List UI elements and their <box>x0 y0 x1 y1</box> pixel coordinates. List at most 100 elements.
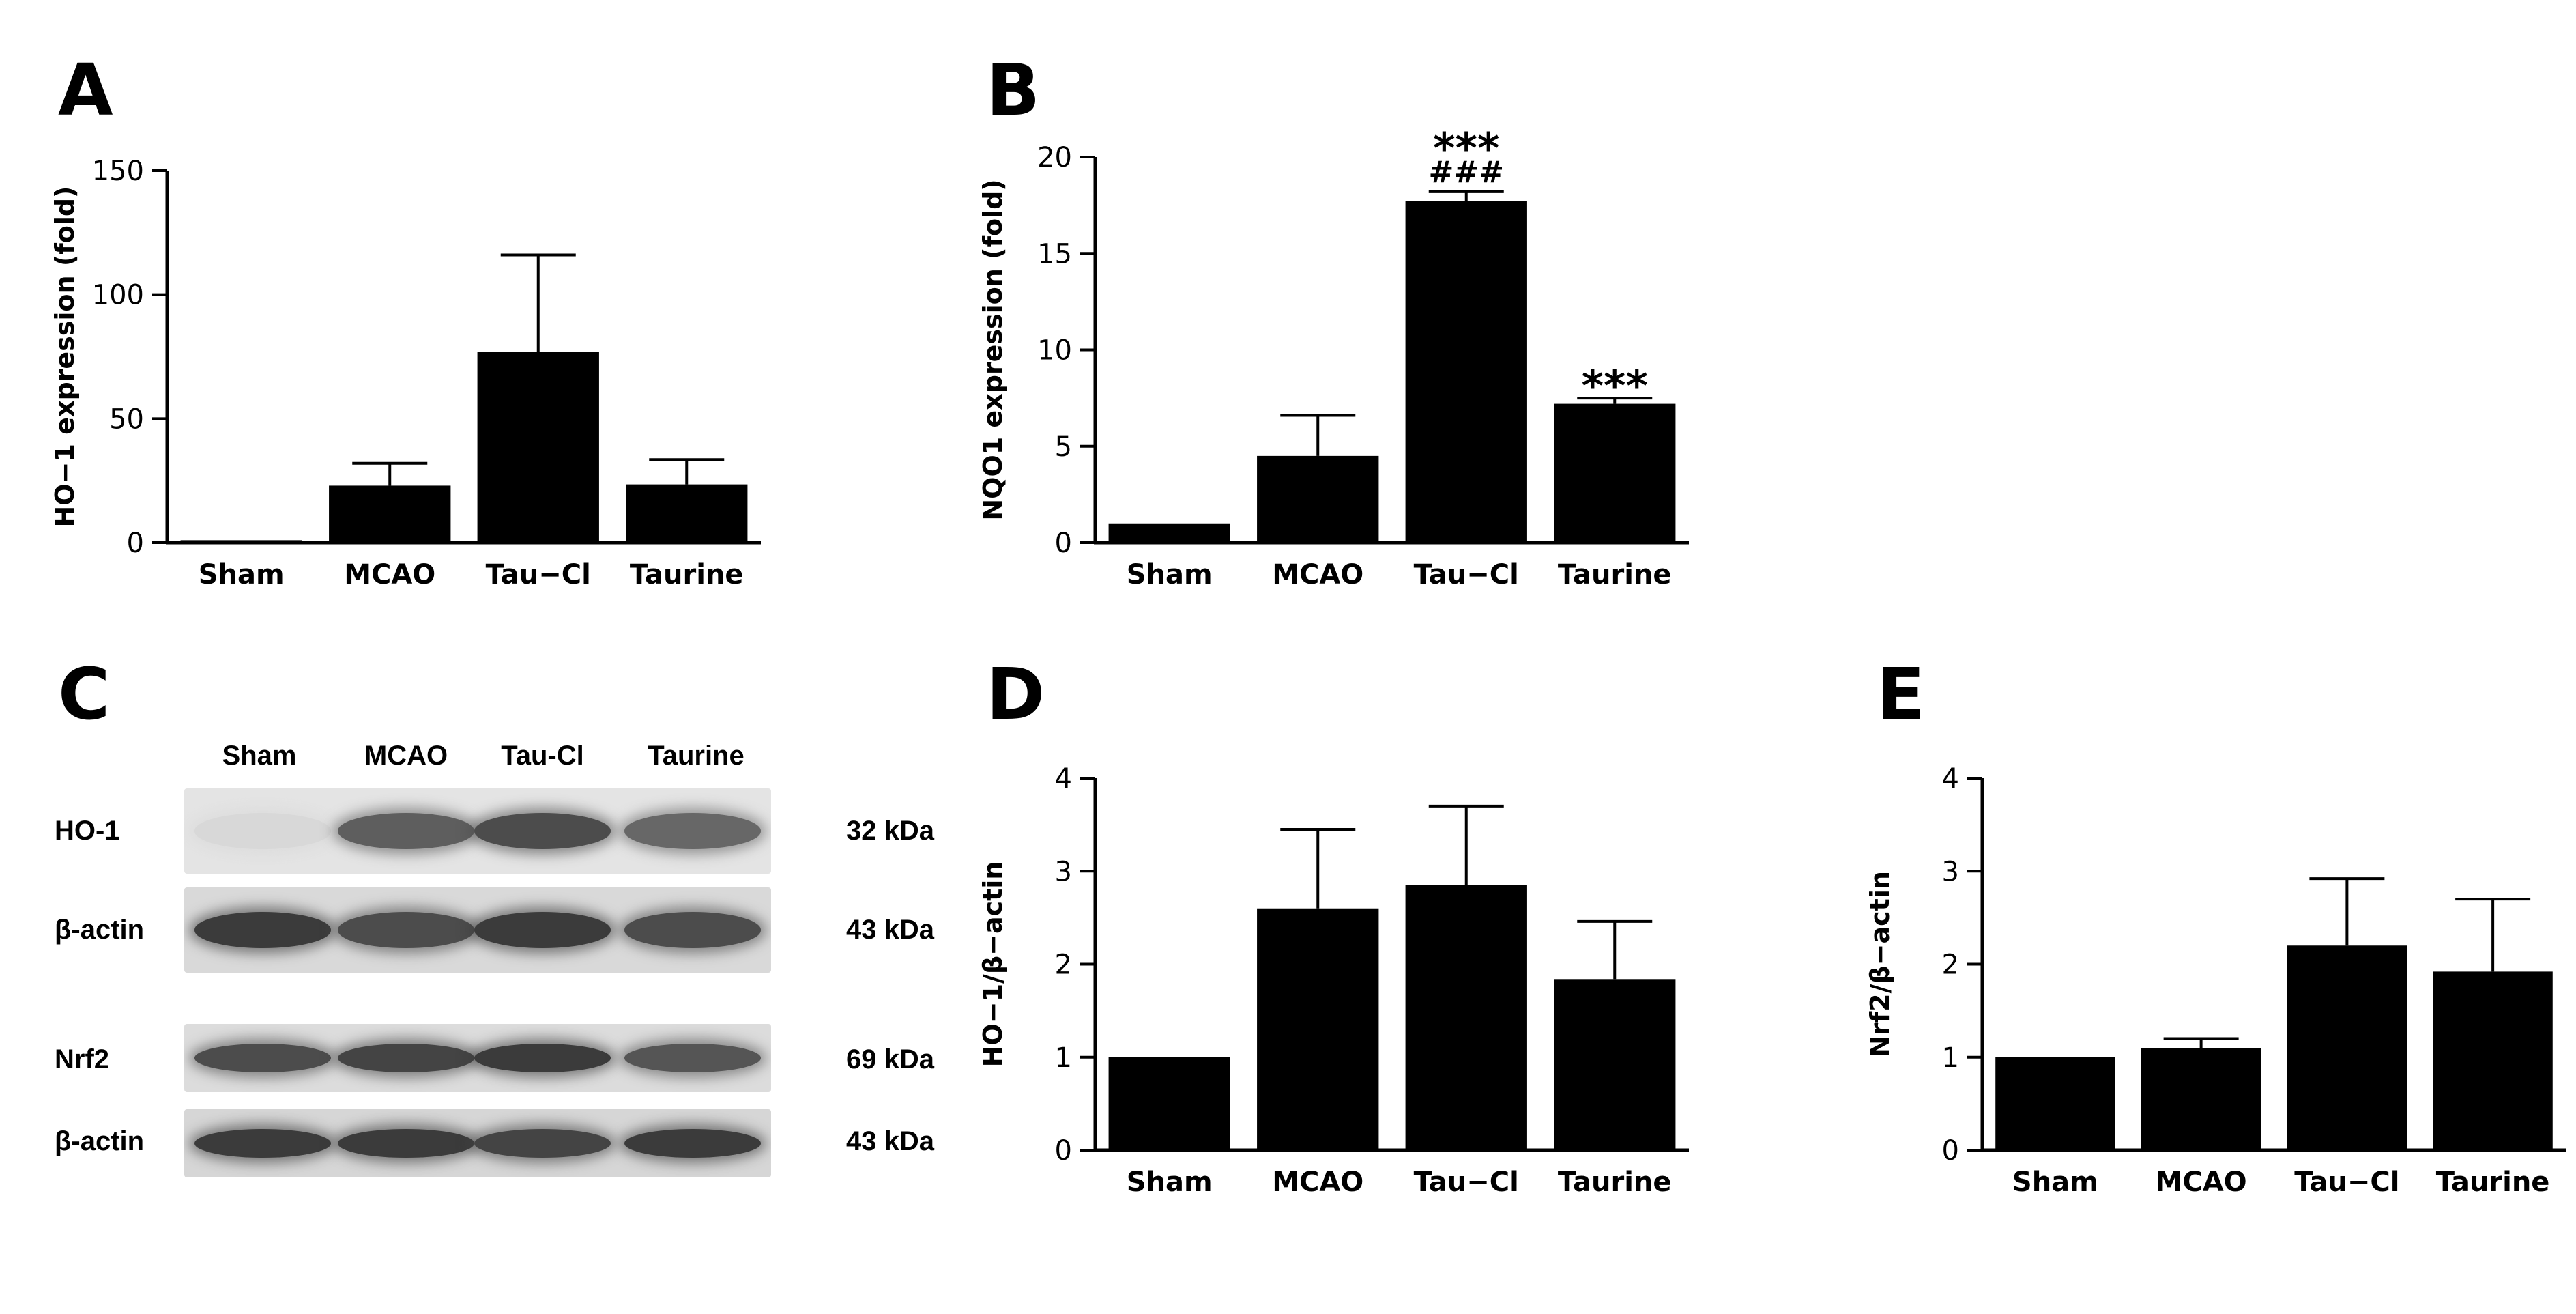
blot-band <box>624 1044 761 1072</box>
bar <box>1554 979 1676 1150</box>
x-tick-label: Sham <box>199 559 285 590</box>
lane-label-tau-cl: Tau-Cl <box>501 741 584 771</box>
x-tick-label: Tau−Cl <box>1414 559 1519 590</box>
y-tick-label: 20 <box>1037 142 1072 173</box>
y-tick-label: 1 <box>1055 1042 1072 1074</box>
bar <box>2433 971 2553 1150</box>
panel-label-c: C <box>58 653 111 736</box>
x-tick-label: Sham <box>1127 1167 1213 1198</box>
bar <box>1995 1057 2115 1150</box>
x-tick-label: Tau−Cl <box>1414 1167 1519 1198</box>
blot-band <box>338 813 474 849</box>
lane-label-sham: Sham <box>222 741 297 771</box>
y-tick-label: 0 <box>127 528 144 559</box>
bar <box>1257 908 1379 1150</box>
blot-band <box>194 1129 331 1158</box>
y-axis-label: NQO1 expression (fold) <box>978 179 1008 520</box>
blot-band <box>474 912 611 948</box>
y-tick-label: 4 <box>1942 763 1959 795</box>
y-tick-label: 150 <box>92 156 144 187</box>
blot-band <box>624 912 761 948</box>
blot-band <box>474 1044 611 1072</box>
x-tick-label: MCAO <box>1272 1167 1363 1198</box>
lane-label-mcao: MCAO <box>364 741 448 771</box>
chart-b: 0 5 10 15 20 NQO1 expression (fold) Sham MCAO Ta… <box>978 124 1689 590</box>
panel-label-a: A <box>58 48 113 132</box>
y-axis-label: HO−1/β−actin <box>978 861 1008 1068</box>
lane-label-taurine: Taurine <box>648 741 744 771</box>
bar <box>1554 403 1676 543</box>
y-tick-label: 15 <box>1037 238 1072 270</box>
bar <box>477 352 599 543</box>
y-axis-label: Nrf2/β−actin <box>1865 871 1895 1057</box>
significance-annotation: *** <box>1433 124 1499 173</box>
blot-container: Sham MCAO Tau-Cl Taurine HO-1 β-actin Nr… <box>55 741 996 1314</box>
bar <box>626 484 748 543</box>
y-axis-label: HO−1 expression (fold) <box>50 186 80 528</box>
blot-band <box>474 1129 611 1158</box>
y-tick-label: 10 <box>1037 335 1072 367</box>
chart-a: 0 50 100 150 HO−1 expression (fold) Sham MCAO T… <box>50 156 761 590</box>
blot-strip-nrf2 <box>184 1024 771 1092</box>
blot-band <box>338 912 474 948</box>
blot-row-label-nrf2: Nrf2 <box>55 1044 110 1074</box>
y-tick-label: 5 <box>1055 431 1072 463</box>
bar <box>1108 1057 1230 1150</box>
y-tick-label: 4 <box>1055 763 1072 795</box>
y-tick-label: 2 <box>1942 949 1959 981</box>
x-tick-label: Tau−Cl <box>2294 1167 2399 1198</box>
blot-strip-actin-1 <box>184 887 771 973</box>
blot-strip-actin-2 <box>184 1109 771 1177</box>
y-tick-label: 100 <box>92 280 144 311</box>
blot-band <box>474 813 611 849</box>
x-tick-label: Taurine <box>630 559 744 590</box>
blot-band <box>624 813 761 849</box>
panel-label-e: E <box>1877 653 1926 736</box>
y-tick-label: 50 <box>109 403 144 435</box>
bar <box>1405 885 1527 1150</box>
y-tick-label: 1 <box>1942 1042 1959 1074</box>
bar <box>1405 201 1527 543</box>
significance-annotation: *** <box>1582 361 1648 411</box>
y-tick-label: 0 <box>1055 528 1072 559</box>
y-tick-label: 0 <box>1942 1135 1959 1167</box>
bar <box>1108 523 1230 543</box>
blot-kda-nrf2: 69 kDa <box>846 1044 934 1074</box>
chart-e: 0 1 2 3 4 Nrf2/β−actin Sham MCAO Tau−Cl Taurine <box>1865 763 2566 1198</box>
panel-label-b: B <box>986 48 1041 132</box>
blot-kda-ho1: 32 kDa <box>846 816 934 846</box>
x-tick-label: Sham <box>1127 559 1213 590</box>
blot-row-label-actin-1: β-actin <box>55 915 145 945</box>
x-tick-label: Taurine <box>1558 559 1672 590</box>
blot-band <box>338 1129 474 1158</box>
bar <box>180 540 302 543</box>
y-tick-label: 2 <box>1055 949 1072 981</box>
blot-row-label-ho1: HO-1 <box>55 816 120 846</box>
blot-band <box>194 1044 331 1072</box>
western-blot-panel: Sham MCAO Tau-Cl Taurine HO-1 β-actin Nr… <box>55 741 942 1205</box>
x-tick-label: Sham <box>2012 1167 2098 1198</box>
panel-label-d: D <box>986 653 1045 736</box>
bar <box>1257 455 1379 543</box>
bar <box>329 485 451 543</box>
bar <box>2141 1048 2261 1150</box>
y-tick-label: 0 <box>1055 1135 1072 1167</box>
blot-row-label-actin-2: β-actin <box>55 1126 145 1156</box>
x-tick-label: MCAO <box>344 559 435 590</box>
y-tick-label: 3 <box>1055 856 1072 887</box>
x-tick-label: MCAO <box>1272 559 1363 590</box>
chart-d: 0 1 2 3 4 HO−1/β−actin Sham MCAO Tau−Cl Taurine <box>978 763 1689 1198</box>
x-tick-label: MCAO <box>2156 1167 2247 1198</box>
blot-kda-actin-1: 43 kDa <box>846 915 934 945</box>
x-tick-label: Tau−Cl <box>486 559 591 590</box>
y-tick-label: 3 <box>1942 856 1959 887</box>
blot-band <box>624 1129 761 1158</box>
bar <box>2287 945 2407 1150</box>
blot-kda-actin-2: 43 kDa <box>846 1126 934 1156</box>
x-tick-label: Taurine <box>2436 1167 2550 1198</box>
x-tick-label: Taurine <box>1558 1167 1672 1198</box>
blot-band <box>194 912 331 948</box>
blot-strip-ho1 <box>184 788 771 874</box>
significance-annotation: ### <box>1428 155 1504 190</box>
blot-band <box>338 1044 474 1072</box>
